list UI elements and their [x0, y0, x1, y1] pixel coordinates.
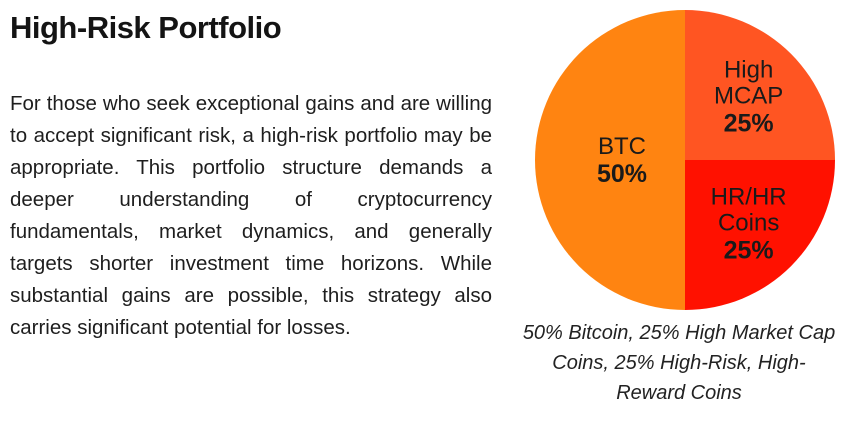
pie-slice-value-label: 50%	[597, 160, 647, 188]
portfolio-description: For those who seek exceptional gains and…	[10, 92, 492, 339]
pie-slice-high-mcap	[685, 10, 835, 160]
portfolio-pie-chart: BTC 50% High MCAP 25% HR/HR Coins 25%	[535, 10, 835, 310]
pie-slice-label: BTC	[598, 133, 646, 160]
pie-slice-label: HR/HR	[711, 184, 787, 211]
pie-slice-label: MCAP	[714, 82, 783, 109]
chart-caption: 50% Bitcoin, 25% High Market Cap Coins, …	[522, 322, 836, 404]
pie-slice-value-label: 25%	[724, 237, 774, 265]
pie-slice-label: Coins	[718, 210, 779, 237]
pie-slice-hr-hr-coins	[685, 160, 835, 310]
page-title: High-Risk Portfolio	[10, 10, 282, 45]
pie-slice-value-label: 25%	[724, 109, 774, 137]
pie-slice-btc	[535, 10, 685, 310]
pie-slice-label: High	[724, 56, 773, 83]
